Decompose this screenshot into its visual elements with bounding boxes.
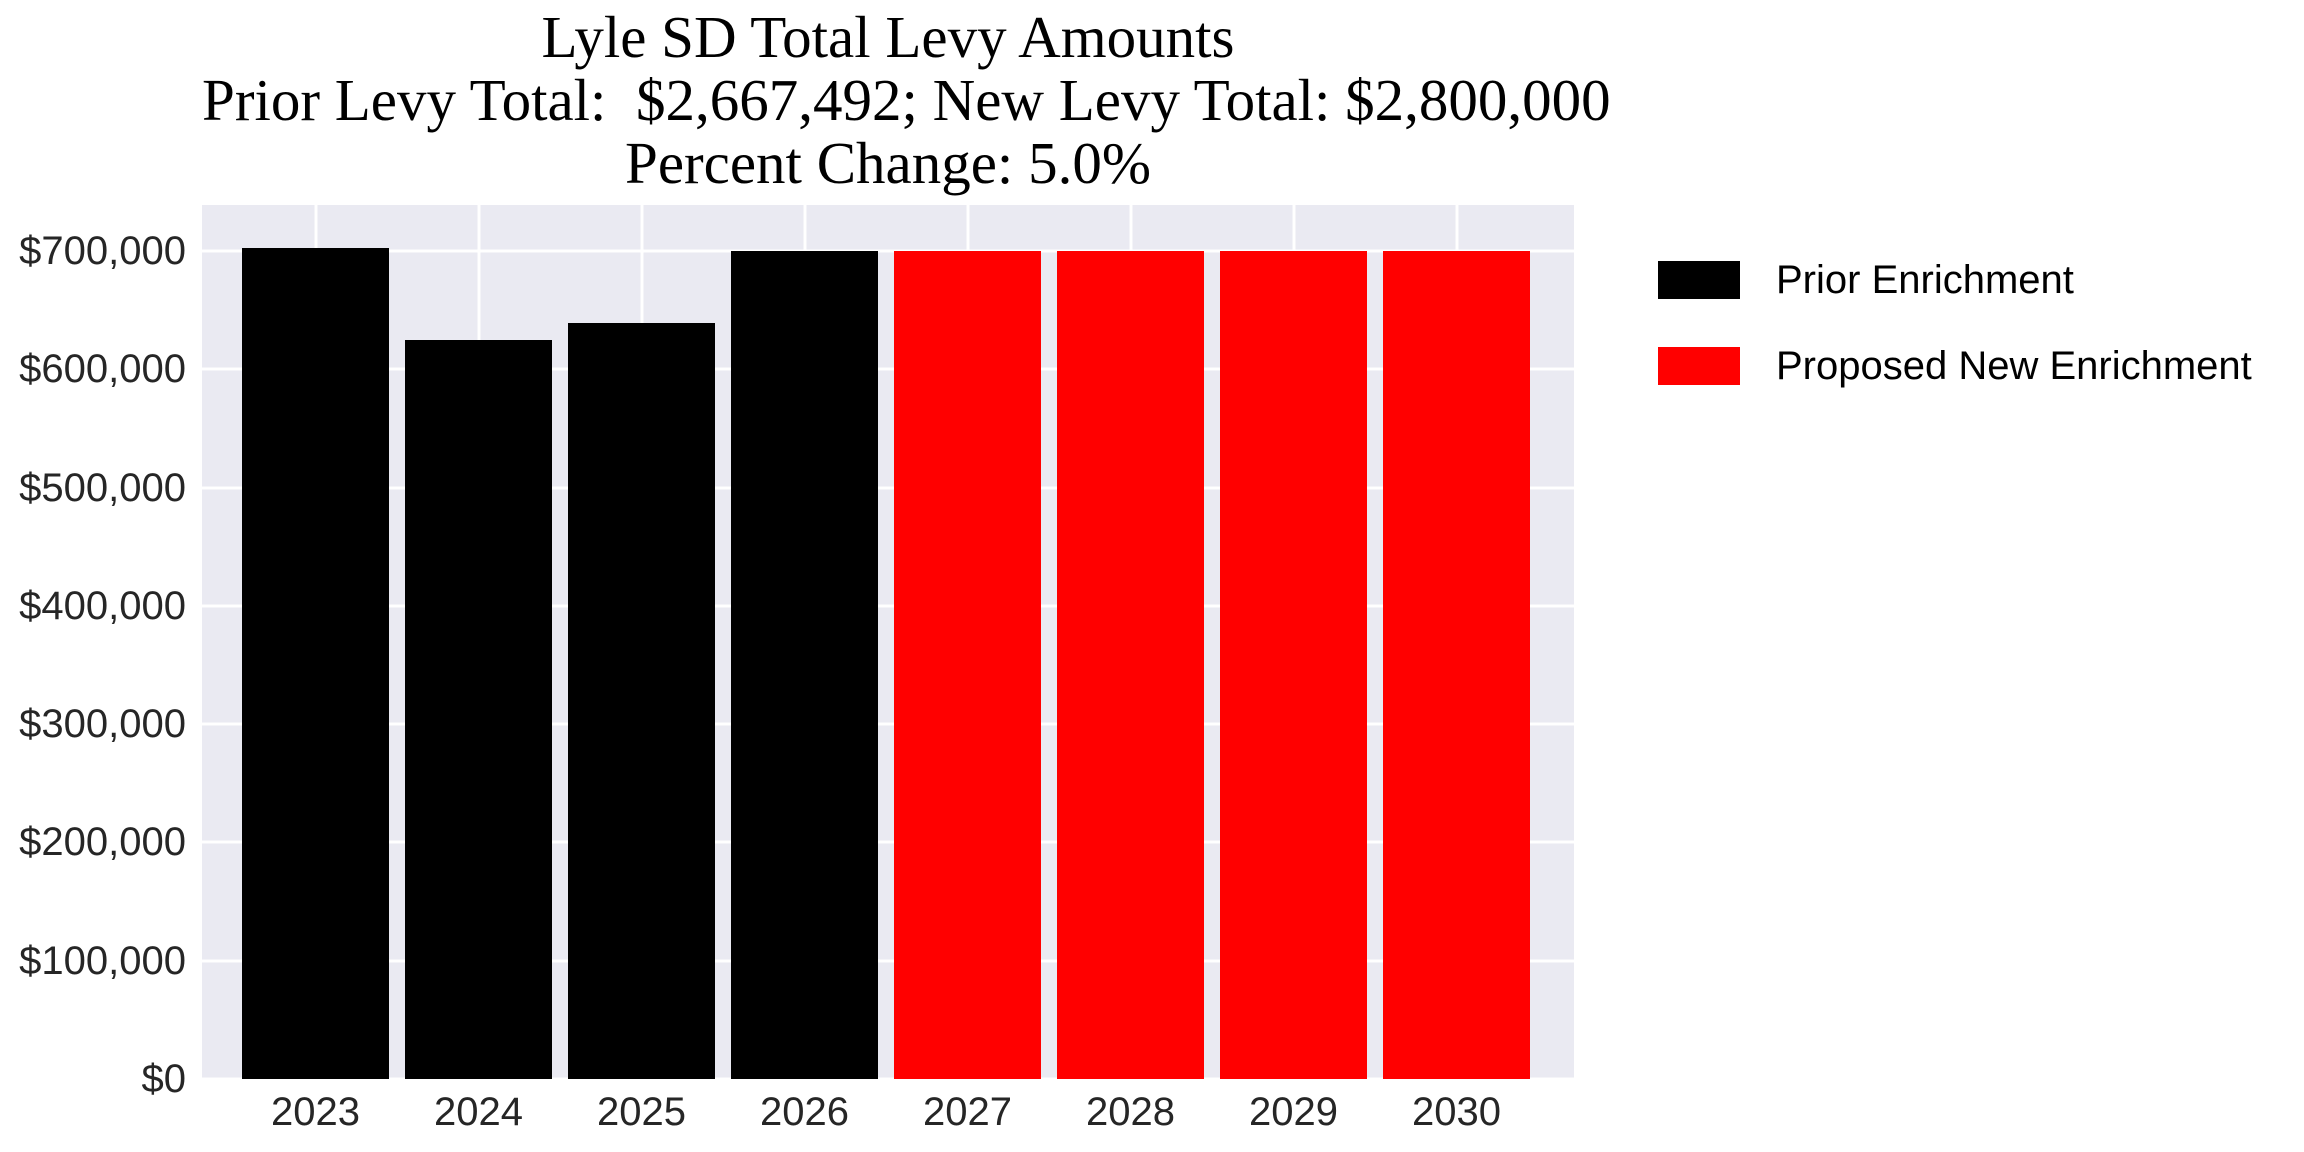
x-tick-label-2023: 2023 (271, 1090, 360, 1134)
y-tick-label-700000: $700,000 (19, 229, 186, 274)
bar-slot-2024 (397, 205, 560, 1079)
x-tick-label-2029: 2029 (1249, 1090, 1338, 1134)
bar-slot-2023 (234, 205, 397, 1079)
x-tick-label-2024: 2024 (434, 1090, 523, 1134)
chart-subtitle-totals: Prior Levy Total: $2,667,492; New Levy T… (202, 67, 1611, 133)
y-tick-label-600000: $600,000 (19, 347, 186, 392)
bar-2028 (1057, 251, 1204, 1079)
legend-label-prior-enrichment: Prior Enrichment (1776, 258, 2074, 302)
legend: Prior Enrichment Proposed New Enrichment (1658, 258, 2252, 430)
gridline-400000 (202, 604, 1574, 608)
x-tick-label-2028: 2028 (1086, 1090, 1175, 1134)
y-tick-label-0: $0 (141, 1057, 187, 1101)
y-axis-tick-labels: $0 $100,000 $200,000 $300,000 $400,000 $500,0… (0, 205, 186, 1099)
gridline-600000 (202, 367, 1574, 371)
bar-slot-2030 (1375, 205, 1538, 1079)
bar-slot-2028 (1049, 205, 1212, 1079)
bar-2026 (731, 251, 878, 1079)
chart-subtitle-percent-change: Percent Change: 5.0% (625, 130, 1151, 196)
plot-area (202, 205, 1574, 1081)
y-tick-label-500000: $500,000 (19, 465, 186, 510)
bar-slot-2026 (723, 205, 886, 1079)
legend-item-proposed-new-enrichment: Proposed New Enrichment (1658, 344, 2252, 388)
x-tick-label-2025: 2025 (597, 1090, 686, 1134)
x-tick-label-2030: 2030 (1412, 1090, 1501, 1134)
bar-slot-2029 (1212, 205, 1375, 1079)
y-tick-label-300000: $300,000 (19, 702, 186, 747)
chart-title: Lyle SD Total Levy Amounts (541, 4, 1235, 70)
bar-slot-2025 (560, 205, 723, 1079)
legend-label-proposed-new-enrichment: Proposed New Enrichment (1776, 344, 2252, 388)
gridline-100000 (202, 959, 1574, 963)
bars-container (234, 205, 1538, 1079)
gridline-500000 (202, 486, 1574, 490)
legend-swatch-proposed-new-enrichment (1658, 347, 1740, 385)
gridline-0 (202, 1077, 1574, 1081)
bar-slot-2027 (886, 205, 1049, 1079)
gridline-700000 (202, 249, 1574, 253)
bar-2023 (242, 247, 389, 1079)
bar-2029 (1220, 251, 1367, 1079)
x-axis-tick-labels: 2023 2024 2025 2026 2027 2028 2029 2030 (234, 1089, 1538, 1135)
gridline-200000 (202, 840, 1574, 844)
y-tick-label-100000: $100,000 (19, 938, 186, 983)
x-tick-label-2027: 2027 (923, 1090, 1012, 1134)
bar-2024 (405, 339, 552, 1079)
legend-item-prior-enrichment: Prior Enrichment (1658, 258, 2252, 302)
chart-title-block: Lyle SD Total Levy Amounts Prior Levy To… (202, 4, 1611, 196)
legend-swatch-prior-enrichment (1658, 261, 1740, 299)
bar-2027 (894, 251, 1041, 1079)
bar-2030 (1383, 251, 1530, 1079)
y-tick-label-400000: $400,000 (19, 583, 186, 628)
bar-2025 (568, 322, 715, 1079)
x-tick-label-2026: 2026 (760, 1090, 849, 1134)
y-tick-label-200000: $200,000 (19, 820, 186, 865)
gridline-300000 (202, 722, 1574, 726)
